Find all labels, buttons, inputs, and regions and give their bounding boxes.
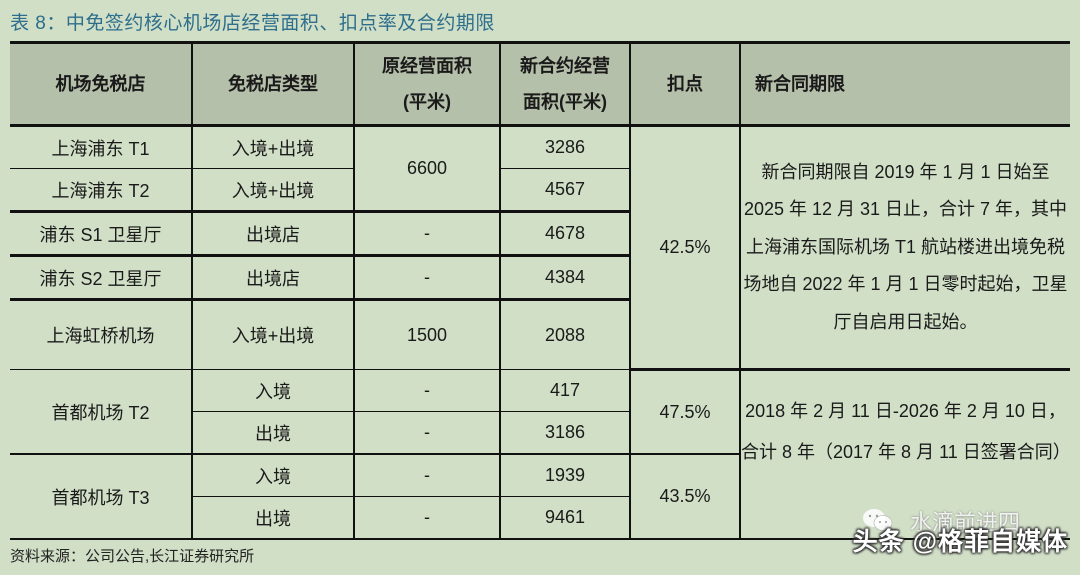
header-new-area-line2: 面积(平米): [523, 92, 607, 112]
cell-new-area: 1939: [499, 453, 631, 497]
table-row: 出境 - 3186: [10, 411, 1070, 455]
cell-new-area: 4678: [499, 211, 630, 257]
header-orig-area: 原经营面积 (平米): [353, 41, 501, 127]
cell-orig-area: -: [353, 453, 501, 497]
cell-new-area: 3286: [499, 125, 631, 169]
table-row: 首都机场 T3 入境 - 1939 43.5%: [10, 453, 1070, 540]
cell-orig-area: -: [353, 211, 501, 257]
cell-type: 入境+出境: [191, 299, 355, 370]
cell-rate: 47.5%: [629, 369, 741, 455]
header-new-area: 新合约经营 面积(平米): [499, 41, 631, 127]
cell-orig-area: -: [353, 369, 501, 412]
cell-store: 首都机场 T3: [10, 453, 193, 540]
watermark-toutiao: 头条 @格菲自媒体: [852, 528, 1068, 556]
table-row: 浦东 S2 卫星厅 出境店 - 4384: [10, 255, 1070, 301]
watermark-wechat-name: 水滴前进四: [909, 510, 1020, 535]
cell-type: 入境: [191, 453, 355, 497]
cell-new-area: 9461: [499, 496, 630, 540]
cell-store: 首都机场 T2: [10, 369, 193, 455]
header-term: 新合同期限: [739, 41, 1070, 127]
cell-type: 入境+出境: [191, 125, 355, 169]
cell-orig-area: -: [353, 411, 501, 455]
cell-type: 出境: [192, 496, 355, 540]
cell-new-area: 4567: [499, 168, 630, 213]
cell-orig-area: 1500: [353, 299, 501, 370]
cell-new-area: 4384: [499, 255, 630, 301]
table-row: 浦东 S1 卫星厅 出境店 - 4678: [10, 211, 1070, 257]
cell-type: 出境店: [191, 211, 355, 257]
table-row: 出境 - 9461: [10, 496, 1070, 540]
cell-rate: 42.5%: [629, 125, 741, 371]
cell-new-area: 417: [499, 369, 631, 412]
header-orig-area-line1: 原经营面积: [382, 56, 472, 76]
header-orig-area-line2: (平米): [403, 92, 451, 112]
airport-store-table: 机场免税店 免税店类型 原经营面积 (平米) 新合约经营 面积(平米) 扣点 新…: [10, 41, 1071, 540]
table-row: 首都机场 T2 入境 - 417 47.5% 2018 年 2 月 11 日-2…: [10, 369, 1071, 540]
cell-store: 上海浦东 T1: [10, 125, 193, 169]
cell-orig-area: -: [353, 255, 501, 301]
header-row: 机场免税店 免税店类型 原经营面积 (平米) 新合约经营 面积(平米) 扣点 新…: [10, 41, 1070, 127]
cell-term: 新合同期限自 2019 年 1 月 1 日始至 2025 年 12 月 31 日…: [739, 125, 1070, 371]
source-note: 资料来源：公司公告,长江证券研究所: [10, 548, 255, 565]
header-store: 机场免税店: [10, 41, 193, 127]
header-type: 免税店类型: [191, 41, 355, 127]
cell-term: 2018 年 2 月 11 日-2026 年 2 月 10 日，合计 8 年（2…: [739, 369, 1071, 540]
cell-new-area: 3186: [499, 411, 630, 455]
cell-store: 上海浦东 T2: [10, 168, 193, 213]
header-new-area-line1: 新合约经营: [520, 56, 610, 76]
wechat-icon: [863, 509, 893, 531]
cell-rate: 43.5%: [629, 453, 740, 540]
cell-orig-area: -: [353, 496, 501, 540]
table-row: 上海浦东 T1 入境+出境 6600 3286 42.5% 新合同期限自 201…: [10, 125, 1070, 371]
cell-orig-area: 6600: [353, 125, 501, 213]
cell-store: 浦东 S2 卫星厅: [10, 255, 193, 301]
cell-type: 入境: [191, 369, 355, 412]
table-row: 上海浦东 T2 入境+出境 4567: [10, 168, 1070, 213]
cell-new-area: 2088: [499, 299, 630, 370]
cell-store: 上海虹桥机场: [10, 299, 193, 370]
table-title: 表 8：中免签约核心机场店经营面积、扣点率及合约期限: [10, 13, 495, 34]
header-rate: 扣点: [629, 41, 741, 127]
table-row: 上海虹桥机场 入境+出境 1500 2088: [10, 299, 1070, 370]
cell-store: 浦东 S1 卫星厅: [10, 211, 193, 257]
cell-type: 出境: [192, 411, 355, 455]
cell-type: 入境+出境: [191, 168, 355, 213]
cell-type: 出境店: [191, 255, 355, 301]
